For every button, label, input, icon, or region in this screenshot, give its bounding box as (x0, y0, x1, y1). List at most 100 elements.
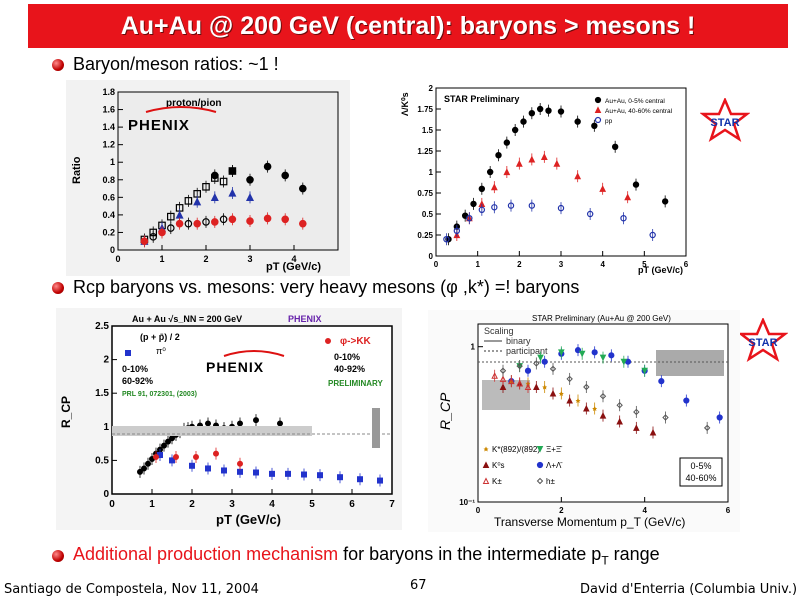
data-point (503, 139, 511, 146)
data-point (228, 215, 237, 224)
species-label: Ξ+Ξ̄ (546, 445, 563, 454)
data-point (524, 367, 532, 374)
data-point (491, 372, 498, 379)
data-point (245, 193, 255, 202)
data-point (202, 182, 210, 191)
x-tick-label: 6 (684, 260, 689, 269)
data-point (246, 175, 254, 184)
data-point (528, 202, 536, 209)
data-point (253, 469, 260, 476)
x-tick-label: 5 (309, 499, 315, 510)
y-tick-label: 0.75 (417, 189, 433, 198)
y-tick-label: 0.6 (102, 192, 115, 202)
data-point (516, 362, 523, 370)
data-point (246, 217, 254, 225)
bullet-dot-icon (52, 281, 64, 294)
data-point (228, 167, 237, 175)
data-point (557, 204, 565, 212)
data-point (263, 162, 272, 171)
x-tick-label: 6 (726, 506, 731, 515)
data-point (166, 212, 175, 221)
data-point (213, 450, 220, 457)
bullet-1: Baryon/meson ratios: ~1 ! (52, 54, 279, 75)
data-point (499, 375, 507, 382)
y-tick-label: 0 (103, 489, 109, 500)
data-point (269, 470, 276, 477)
y-tick-label: 1 (110, 157, 115, 167)
footer-left: Santiago de Compostela, Nov 11, 2004 (4, 582, 259, 597)
chart1-ylabel: Ratio (71, 156, 83, 184)
x-tick-label: 4 (642, 506, 647, 515)
y-tick-label: 2 (429, 84, 434, 93)
data-point (583, 383, 590, 391)
data-point (189, 462, 196, 469)
species-label: Λ+Λ̄ (546, 461, 563, 470)
data-point (337, 474, 344, 481)
chart3-annotation: PRL 91, 072301, (2003) (122, 391, 197, 398)
chart1-title: proton/pion (166, 98, 222, 109)
data-point (140, 465, 147, 472)
star-logo-bottom: STAR (738, 318, 788, 362)
data-point (658, 378, 665, 385)
legend-entry: Au+Au, 0-5% central (605, 98, 665, 105)
x-tick-label: 3 (229, 499, 235, 510)
data-point (511, 126, 519, 134)
bullet-3-sub: T (601, 553, 609, 568)
legend-entry: Au+Au, 40-60% central (605, 108, 673, 115)
data-point (184, 197, 193, 205)
data-point (661, 198, 669, 205)
data-point (558, 390, 564, 396)
chart3-xlabel: pT (GeV/c) (216, 512, 281, 527)
y-tick-label: 0.2 (102, 227, 115, 237)
x-tick-label: 2 (517, 260, 522, 269)
legend-marker (536, 446, 544, 453)
species-label: K⁰s (492, 461, 505, 470)
x-tick-label: 0 (109, 499, 115, 510)
data-point (237, 460, 244, 467)
data-point (599, 411, 607, 419)
data-point (549, 389, 557, 397)
chart3-ylabel: R_CP (59, 396, 73, 428)
data-point (608, 352, 615, 359)
legend-entry: participant (506, 346, 548, 356)
bullet-2: Rcp baryons vs. mesons: very heavy meson… (52, 277, 579, 298)
data-point (528, 110, 536, 117)
data-point (633, 408, 640, 416)
chart4-xlabel: Transverse Momentum p_T (GeV/c) (494, 515, 685, 529)
data-point (611, 143, 619, 151)
data-point (599, 185, 607, 192)
data-point (205, 420, 212, 427)
data-point (703, 424, 711, 432)
x-tick-label: 3 (247, 254, 252, 264)
data-point (357, 476, 364, 483)
bullet-dot-icon (52, 549, 64, 562)
legend-marker (325, 338, 332, 345)
legend-marker (482, 461, 490, 468)
data-point (237, 420, 244, 427)
y-tick-label: 1.4 (102, 122, 115, 132)
data-point (620, 214, 627, 222)
chart3-title: Au + Au √s_NN = 200 GeV (132, 314, 242, 324)
data-point (167, 224, 175, 232)
data-point (140, 237, 149, 246)
bullet-3: Additional production mechanism for bary… (52, 544, 660, 568)
legend-marker (483, 446, 489, 452)
data-point (478, 185, 486, 193)
x-tick-label: 1 (149, 499, 155, 510)
data-point (542, 384, 548, 390)
x-tick-label: 2 (559, 506, 564, 515)
data-point (616, 417, 623, 425)
bullet-3-rest: for baryons in the intermediate p (338, 544, 602, 564)
data-point (592, 405, 598, 411)
data-point (540, 153, 548, 160)
data-point (591, 349, 598, 356)
chart-star-rcp: R_CP Transverse Momentum p_T (GeV/c) STA… (428, 310, 740, 532)
data-point (541, 358, 548, 365)
centrality-label: 40-60% (685, 473, 716, 483)
y-tick-label: 0 (429, 252, 434, 261)
data-point (486, 168, 494, 176)
chart3-annotation: (p + p̄) / 2 (140, 332, 180, 342)
data-point (566, 396, 573, 404)
data-point (641, 367, 648, 375)
y-tick-label: 0.25 (417, 231, 433, 240)
